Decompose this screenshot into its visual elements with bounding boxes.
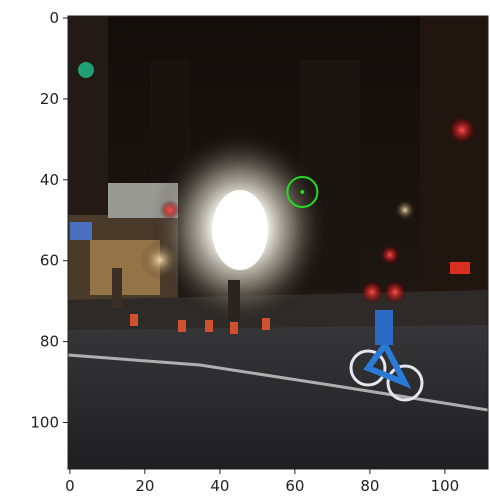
- y-tick-label: 20: [40, 90, 59, 108]
- marker-center-dot: [300, 189, 305, 194]
- x-tick-label: 100: [431, 477, 460, 495]
- y-tick-label: 80: [40, 333, 59, 351]
- x-tick-label: 0: [65, 477, 75, 495]
- x-tick-label: 20: [135, 477, 154, 495]
- marker-ring: [286, 175, 319, 208]
- y-tick-label: 40: [40, 171, 59, 189]
- photo: [68, 16, 488, 469]
- y-axis: 0 20 40 60 80 100: [30, 9, 68, 431]
- image-axes-frame: [67, 15, 489, 470]
- x-axis: 0 20 40 60 80 100: [65, 469, 459, 495]
- x-tick-label: 60: [285, 477, 304, 495]
- y-tick-label: 60: [40, 252, 59, 270]
- y-tick-label: 0: [49, 9, 59, 27]
- x-tick-label: 80: [360, 477, 379, 495]
- y-tick-label: 100: [30, 413, 59, 431]
- x-tick-label: 40: [210, 477, 229, 495]
- green-marker-circle: [286, 175, 319, 208]
